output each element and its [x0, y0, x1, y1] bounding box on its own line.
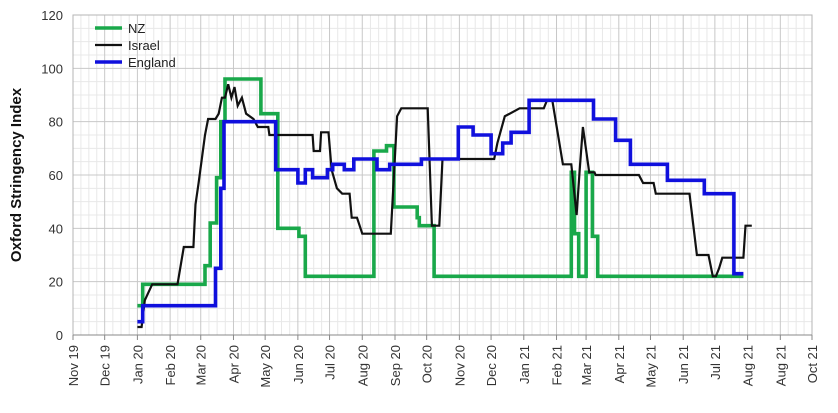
x-tick-label: Dec 19 [98, 345, 113, 386]
y-tick-label: 60 [49, 168, 63, 183]
x-tick-label: May 20 [258, 345, 273, 388]
x-tick-label: Jun 20 [291, 345, 306, 384]
x-tick-label: Oct 20 [420, 345, 435, 383]
x-axis-ticks: Nov 19 Dec 19 Jan 20 Feb 20 Mar 20 Apr 20 May … [66, 335, 820, 388]
x-tick-label: Jan 20 [130, 345, 145, 384]
x-tick-label: Feb 20 [163, 345, 178, 385]
y-tick-label: 100 [41, 61, 63, 76]
y-axis-title: Oxford Stringency Index [8, 87, 25, 262]
x-tick-label: Sep 20 [388, 345, 403, 386]
x-tick-label: Apr 20 [226, 345, 241, 383]
x-tick-label: Dec 20 [484, 345, 499, 386]
series-line-england [137, 98, 744, 324]
x-tick-label: Nov 19 [66, 345, 81, 386]
x-tick-label: May 21 [643, 345, 658, 388]
legend: NZ Israel England [95, 21, 176, 70]
x-tick-label: Aug 20 [355, 345, 370, 386]
y-axis-ticks: 0 20 40 60 80 100 120 [41, 8, 63, 343]
legend-label-nz: NZ [128, 21, 145, 36]
legend-label-england: England [128, 55, 176, 70]
y-tick-label: 20 [49, 275, 63, 290]
legend-label-israel: Israel [128, 38, 160, 53]
x-tick-label: Nov 20 [452, 345, 467, 386]
x-tick-label: Jul 20 [323, 345, 338, 380]
x-tick-label: Jul 21 [708, 345, 723, 380]
plot-frame [72, 14, 813, 336]
y-tick-label: 120 [41, 8, 63, 23]
y-tick-label: 0 [56, 328, 63, 343]
x-tick-label: Aug 21 [773, 345, 788, 386]
x-tick-label: Apr 21 [612, 345, 627, 383]
x-tick-label: Jun 21 [676, 345, 691, 384]
series-lines [137, 77, 752, 329]
series-line-israel [137, 84, 752, 329]
y-tick-label: 40 [49, 221, 63, 236]
x-tick-label: Mar 21 [579, 345, 594, 385]
x-tick-label: Jan 21 [517, 345, 532, 384]
x-tick-label: Aug 21 [741, 345, 756, 386]
x-tick-label: Feb 21 [550, 345, 565, 385]
x-tick-label: Mar 20 [194, 345, 209, 385]
series-line-nz [137, 77, 744, 308]
x-tick-label: Oct 21 [805, 345, 820, 383]
y-tick-label: 80 [49, 115, 63, 130]
